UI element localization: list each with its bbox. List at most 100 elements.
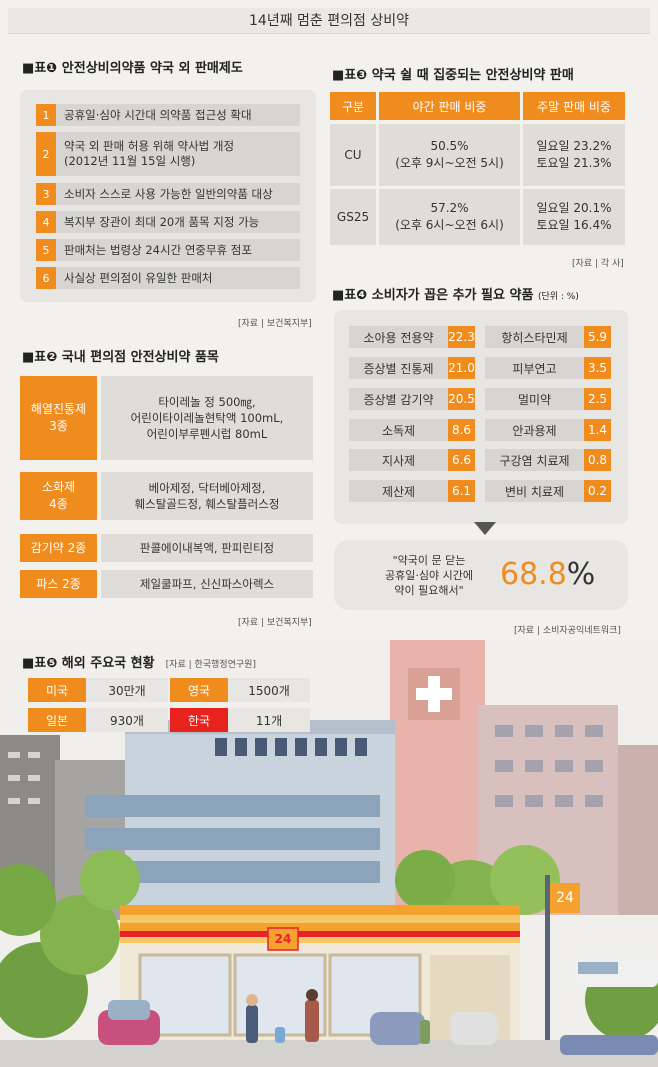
table4-item: 증상별 감기약 20.5 (349, 388, 475, 410)
weekend-share: 일요일 20.1% (536, 201, 612, 215)
quote-line: "약국이 문 닫는 (392, 554, 466, 567)
table4-item: 소아용 전용약 22.3 (349, 326, 475, 348)
night-hours: (오후 9시~오전 5시) (395, 156, 504, 170)
table4-unit: (단위 : %) (537, 292, 579, 302)
medicine-value: 2.5 (584, 388, 611, 410)
product-line: 훼스탈골드정, 훼스탈플러스정 (134, 497, 280, 511)
medicine-name: 변비 치료제 (485, 480, 584, 502)
weekend-share: 토요일 21.3% (536, 156, 612, 170)
stat-box (334, 540, 628, 610)
item-text: 판매처는 법령상 24시간 연중무휴 점포 (64, 242, 252, 257)
category-count: 3종 (49, 419, 68, 433)
pole-sign: 24 (556, 890, 574, 906)
quote-line: 공휴일·심야 시간에 (385, 569, 473, 582)
table4-title: ■표❹ 소비자가 꼽은 추가 필요 약품 (단위 : %) (332, 288, 579, 303)
table1-label: 표❶ 안전상비의약품 약국 외 판매제도 (34, 61, 243, 76)
medicine-name: 지사제 (349, 449, 448, 471)
table4-item: 소독제 8.6 (349, 419, 475, 441)
medicine-value: 8.6 (448, 419, 475, 441)
medicine-name: 제산제 (349, 480, 448, 502)
table1-source: [자료 | 보건복지부] (238, 319, 312, 329)
product-line: 어린이부루펜시럽 80mL (146, 427, 268, 441)
table5-source: [자료 | 한국행정연구원] (165, 660, 256, 670)
product-line: 타이레놀 정 500㎎, (158, 395, 256, 409)
night-share: 57.2% (430, 201, 469, 215)
medicine-value: 5.9 (584, 326, 611, 348)
table3-source: [자료 | 각 사] (572, 259, 624, 269)
country-box: 미국 30만개 (28, 678, 168, 702)
country-name: 한국 (170, 708, 228, 732)
table5-header: ■표❺ 해외 주요국 현황 [자료 | 한국행정연구원] (22, 652, 256, 671)
table4-label: 표❹ 소비자가 꼽은 추가 필요 약품 (344, 288, 534, 303)
table1-item: 5 판매처는 법령상 24시간 연중무휴 점포 (36, 239, 300, 261)
item-text-line: (2012년 11월 15일 시행) (64, 154, 196, 168)
category-name: 감기약 2종 (30, 540, 87, 555)
table1-item: 6 사실상 편의점이 유일한 판매처 (36, 267, 300, 289)
weekend-share: 토요일 16.4% (536, 218, 612, 232)
table3-title: ■표❸ 약국 쉴 때 집중되는 안전상비약 판매 (332, 68, 574, 83)
item-text: 사실상 편의점이 유일한 판매처 (64, 270, 213, 285)
table5-label: 표❺ 해외 주요국 현황 (34, 656, 155, 671)
item-number: 2 (36, 132, 56, 176)
table3-header: 야간 판매 비중 (379, 92, 520, 120)
night-share: 50.5% (430, 139, 469, 153)
weekend-share: 일요일 23.2% (536, 139, 612, 153)
category-label: 감기약 2종 (20, 534, 97, 562)
item-text-line: 약국 외 판매 허용 위해 약사법 개정 (64, 139, 235, 153)
item-text: 약국 외 판매 허용 위해 약사법 개정 (2012년 11월 15일 시행) (36, 139, 234, 169)
medicine-value: 6.1 (448, 480, 475, 502)
category-count: 4종 (49, 497, 68, 511)
table3-label: 표❸ 약국 쉴 때 집중되는 안전상비약 판매 (344, 68, 574, 83)
store-count: 930개 (86, 708, 168, 732)
table4-item: 지사제 6.6 (349, 449, 475, 471)
category-products: 베아제정, 닥터베아제정, 훼스탈골드정, 훼스탈플러스정 (101, 472, 313, 520)
country-box: 영국 1500개 (170, 678, 310, 702)
category-label: 소화제 4종 (20, 472, 97, 520)
medicine-value: 21.0 (448, 357, 475, 379)
table5-title: ■표❺ 해외 주요국 현황 (22, 656, 155, 671)
table4-item: 제산제 6.1 (349, 480, 475, 502)
table3-cell: 57.2% (오후 6시~오전 6시) (379, 189, 520, 245)
table3-cell: 일요일 20.1% 토요일 16.4% (523, 189, 625, 245)
product-line: 판콜에이내복액, 판피린티정 (139, 541, 275, 555)
store-count: 1500개 (228, 678, 310, 702)
product-line: 어린이타이레놀현탁액 100mL, (130, 411, 284, 425)
item-number: 1 (36, 104, 56, 126)
item-number: 5 (36, 239, 56, 261)
stat-unit: % (566, 557, 596, 592)
table2-source: [자료 | 보건복지부] (238, 618, 312, 628)
country-name: 일본 (28, 708, 86, 732)
table2-label: 표❷ 국내 편의점 안전상비약 품목 (34, 350, 219, 365)
medicine-name: 증상별 진통제 (349, 357, 448, 379)
table4-source: [자료 | 소비자공익네트워크] (514, 626, 621, 636)
night-hours: (오후 6시~오전 6시) (395, 218, 504, 232)
store-count: 30만개 (86, 678, 168, 702)
stat-quote: "약국이 문 닫는 공휴일·심야 시간에 약이 필요해서" (354, 553, 504, 598)
medicine-name: 안과용제 (485, 419, 584, 441)
category-label: 해열진통제 3종 (20, 376, 97, 460)
down-arrow-icon (474, 522, 496, 535)
page-title: 14년째 멈춘 편의점 상비약 (8, 8, 650, 34)
medicine-name: 구강염 치료제 (485, 449, 584, 471)
country-name: 영국 (170, 678, 228, 702)
table4-item: 안과용제 1.4 (485, 419, 611, 441)
medicine-value: 6.6 (448, 449, 475, 471)
medicine-value: 1.4 (584, 419, 611, 441)
medicine-name: 증상별 감기약 (349, 388, 448, 410)
medicine-value: 22.3 (448, 326, 475, 348)
table4-item: 멀미약 2.5 (485, 388, 611, 410)
quote-line: 약이 필요해서" (394, 584, 464, 597)
table1-item: 4 복지부 장관이 최대 20개 품목 지정 가능 (36, 211, 300, 233)
medicine-value: 3.5 (584, 357, 611, 379)
item-number: 4 (36, 211, 56, 233)
table1-item: 1 공휴일·심야 시간대 의약품 접근성 확대 (36, 104, 300, 126)
table3-cell: 일요일 23.2% 토요일 21.3% (523, 124, 625, 186)
country-box: 한국 11개 (170, 708, 310, 732)
country-box: 일본 930개 (28, 708, 168, 732)
category-label: 파스 2종 (20, 570, 97, 598)
country-name: 미국 (28, 678, 86, 702)
medicine-name: 항히스타민제 (485, 326, 584, 348)
table4-item: 피부연고 3.5 (485, 357, 611, 379)
table3-cell: GS25 (330, 189, 376, 245)
item-number: 3 (36, 183, 56, 205)
